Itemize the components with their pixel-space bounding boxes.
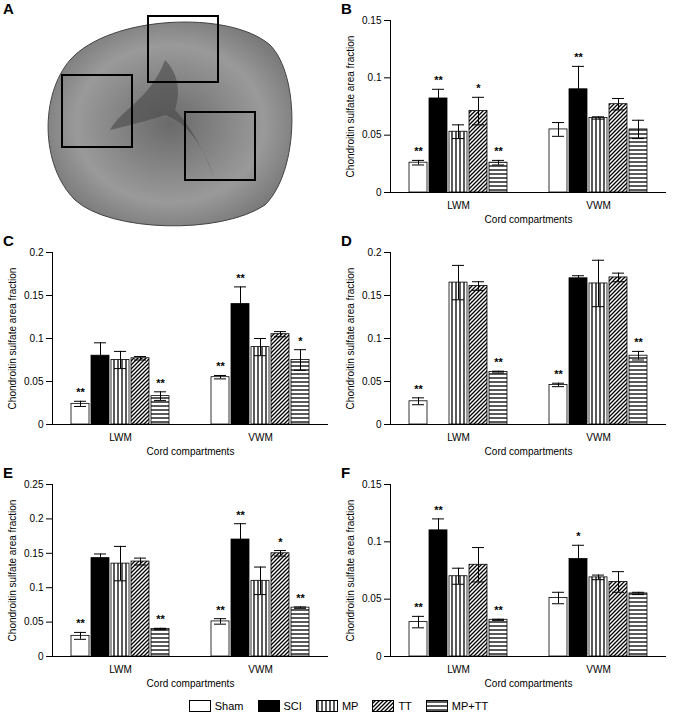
svg-text:Cord compartments: Cord compartments bbox=[485, 446, 573, 457]
svg-text:**: ** bbox=[236, 509, 245, 521]
svg-text:0.15: 0.15 bbox=[24, 290, 44, 301]
svg-text:Chondroitin sulfate area fract: Chondroitin sulfate area fraction bbox=[345, 268, 356, 410]
html-text:C: C bbox=[3, 232, 14, 249]
svg-text:**: ** bbox=[216, 604, 225, 616]
svg-text:0.1: 0.1 bbox=[368, 72, 382, 83]
svg-text:0.05: 0.05 bbox=[24, 616, 44, 627]
svg-text:Cord compartments: Cord compartments bbox=[147, 446, 235, 457]
html-text:MP: MP bbox=[341, 700, 359, 712]
svg-text:**: ** bbox=[156, 613, 165, 625]
svg-text:Chondroitin sulfate area fract: Chondroitin sulfate area fraction bbox=[345, 500, 356, 642]
svg-text:LWM: LWM bbox=[447, 432, 470, 443]
svg-text:**: ** bbox=[156, 377, 165, 389]
svg-text:Chondroitin sulfate area fract: Chondroitin sulfate area fraction bbox=[7, 500, 18, 642]
svg-text:Chondroitin sulfate area fract: Chondroitin sulfate area fraction bbox=[345, 36, 356, 178]
svg-text:**: ** bbox=[414, 601, 423, 613]
svg-text:LWM: LWM bbox=[109, 432, 132, 443]
svg-text:**: ** bbox=[216, 360, 225, 372]
svg-text:**: ** bbox=[414, 383, 423, 395]
svg-text:VWM: VWM bbox=[586, 200, 610, 211]
html-text:E: E bbox=[3, 464, 13, 481]
svg-text:Cord compartments: Cord compartments bbox=[147, 678, 235, 689]
svg-text:0.05: 0.05 bbox=[362, 593, 382, 604]
svg-text:VWM: VWM bbox=[248, 664, 272, 675]
svg-text:LWM: LWM bbox=[447, 200, 470, 211]
svg-text:0: 0 bbox=[38, 419, 44, 430]
svg-text:**: ** bbox=[554, 368, 563, 380]
svg-text:0: 0 bbox=[376, 419, 382, 430]
svg-text:**: ** bbox=[494, 356, 503, 368]
svg-text:0: 0 bbox=[376, 187, 382, 198]
svg-text:**: ** bbox=[76, 617, 85, 629]
svg-text:**: ** bbox=[414, 145, 423, 157]
svg-text:0.15: 0.15 bbox=[362, 15, 382, 26]
svg-text:0.05: 0.05 bbox=[362, 129, 382, 140]
svg-text:0.2: 0.2 bbox=[30, 247, 44, 258]
svg-text:0.15: 0.15 bbox=[24, 548, 44, 559]
svg-text:0: 0 bbox=[376, 651, 382, 662]
svg-text:**: ** bbox=[236, 272, 245, 284]
svg-text:0.05: 0.05 bbox=[362, 376, 382, 387]
svg-text:0.2: 0.2 bbox=[30, 513, 44, 524]
svg-text:*: * bbox=[476, 82, 481, 94]
svg-text:0.25: 0.25 bbox=[24, 479, 44, 490]
svg-text:**: ** bbox=[634, 336, 643, 348]
svg-text:0: 0 bbox=[38, 651, 44, 662]
svg-text:0.1: 0.1 bbox=[368, 333, 382, 344]
svg-text:VWM: VWM bbox=[248, 432, 272, 443]
svg-text:**: ** bbox=[494, 145, 503, 157]
svg-text:*: * bbox=[576, 530, 581, 542]
svg-text:**: ** bbox=[574, 51, 583, 63]
svg-text:**: ** bbox=[76, 386, 85, 398]
svg-text:Cord compartments: Cord compartments bbox=[485, 678, 573, 689]
svg-text:0.1: 0.1 bbox=[368, 536, 382, 547]
svg-text:0.15: 0.15 bbox=[362, 290, 382, 301]
svg-text:*: * bbox=[278, 536, 283, 548]
html-text:A: A bbox=[3, 0, 14, 17]
html-text:TT: TT bbox=[398, 700, 412, 712]
svg-text:*: * bbox=[298, 335, 303, 347]
svg-text:**: ** bbox=[296, 592, 305, 604]
svg-text:LWM: LWM bbox=[447, 664, 470, 675]
svg-text:Chondroitin sulfate area fract: Chondroitin sulfate area fraction bbox=[7, 268, 18, 410]
svg-text:0.15: 0.15 bbox=[362, 479, 382, 490]
svg-text:0.1: 0.1 bbox=[30, 582, 44, 593]
svg-text:VWM: VWM bbox=[586, 432, 610, 443]
html-text:B: B bbox=[341, 0, 352, 17]
html-text:Sham: Sham bbox=[214, 700, 244, 712]
html-text:MP+TT: MP+TT bbox=[451, 700, 489, 712]
svg-text:LWM: LWM bbox=[109, 664, 132, 675]
svg-text:**: ** bbox=[494, 604, 503, 616]
svg-text:0.2: 0.2 bbox=[368, 247, 382, 258]
svg-text:VWM: VWM bbox=[586, 664, 610, 675]
html-text:SCI: SCI bbox=[283, 700, 302, 712]
html-text:F: F bbox=[341, 464, 351, 481]
svg-text:**: ** bbox=[434, 74, 443, 86]
svg-text:0.1: 0.1 bbox=[30, 333, 44, 344]
svg-text:0.05: 0.05 bbox=[24, 376, 44, 387]
svg-text:**: ** bbox=[434, 504, 443, 516]
svg-text:Cord compartments: Cord compartments bbox=[485, 214, 573, 225]
html-text:D: D bbox=[341, 232, 352, 249]
